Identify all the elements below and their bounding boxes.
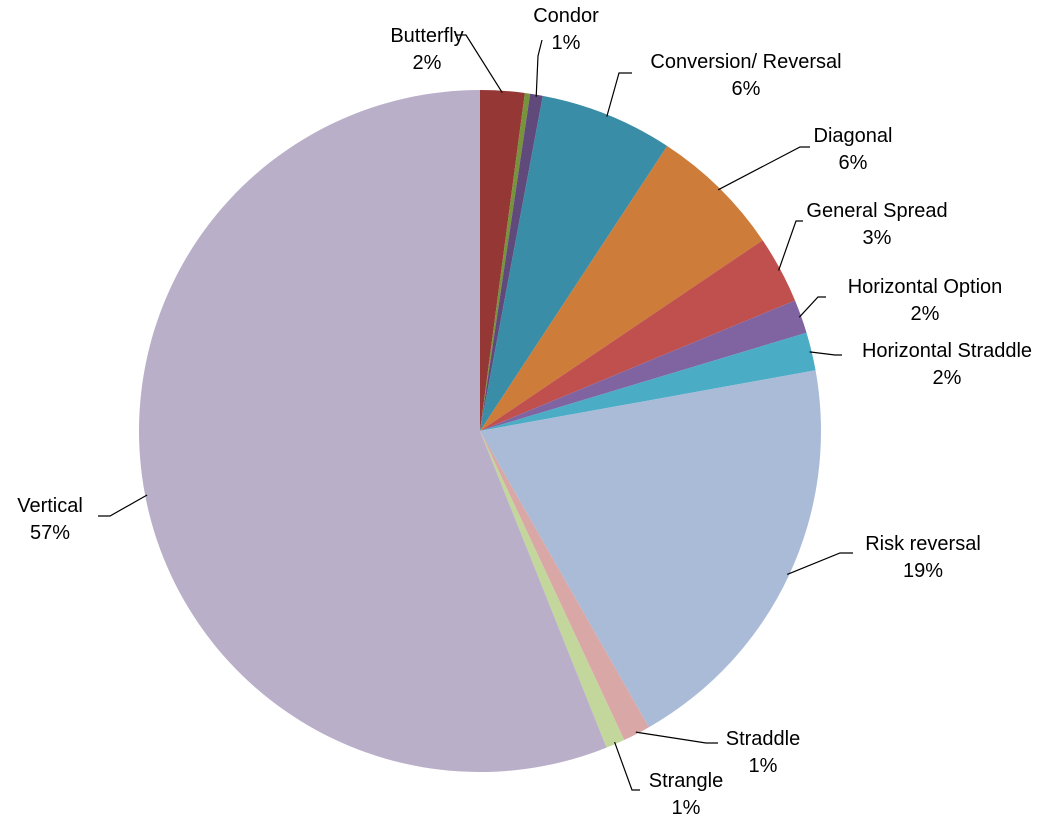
slice-label-conversion-reversal: Conversion/ Reversal (650, 51, 841, 73)
slice-label-strangle: Strangle (649, 770, 724, 792)
pie-slice-strangle (480, 431, 625, 748)
slice-label-butterfly: Butterfly (390, 25, 463, 47)
slice-label-general-spread: General Spread (806, 200, 947, 222)
leader-line-horizontal-option (798, 296, 826, 318)
pie-slice-risk-reversal (480, 370, 822, 728)
leader-line-conversion-reversal (606, 72, 632, 117)
pie-slice-horizontal-option (480, 300, 807, 431)
slice-label-straddle: Straddle (726, 728, 801, 750)
pie-slice-diagonal (480, 145, 763, 432)
leader-line-straddle (635, 731, 718, 744)
pie-slice-straddle (480, 431, 649, 740)
slice-percent-general-spread: 3% (863, 227, 892, 249)
pie-slice-conversion-reversal (480, 95, 668, 431)
slice-label-horizontal-option: Horizontal Option (848, 276, 1003, 298)
slice-percent-butterfly: 2% (413, 52, 442, 74)
slice-percent-vertical: 57% (30, 522, 70, 544)
slice-label-horizontal-straddle: Horizontal Straddle (862, 340, 1032, 362)
slice-percent-horizontal-straddle: 2% (933, 367, 962, 389)
leader-line-horizontal-straddle (809, 351, 842, 356)
slice-percent-conversion-reversal: 6% (732, 78, 761, 100)
pie-slice-unlabeled-1 (480, 92, 531, 432)
leader-line-butterfly (455, 34, 503, 94)
slice-label-vertical: Vertical (17, 495, 83, 517)
pie-slice-vertical (139, 90, 607, 773)
slice-percent-straddle: 1% (749, 755, 778, 777)
slice-label-condor: Condor (533, 5, 599, 27)
slice-percent-condor: 1% (552, 32, 581, 54)
slice-label-diagonal: Diagonal (814, 125, 893, 147)
slice-label-risk-reversal: Risk reversal (865, 533, 981, 555)
leader-line-strangle (614, 741, 640, 791)
slice-percent-strangle: 1% (672, 797, 701, 819)
pie-slice-condor (480, 93, 543, 432)
pie-slice-horizontal-straddle (480, 332, 816, 431)
leader-line-vertical (98, 494, 148, 517)
slice-percent-horizontal-option: 2% (911, 303, 940, 325)
leader-line-condor (535, 39, 543, 97)
slice-labels: Butterfly 2% Condor 1% Conversion/ Reversal 6… (17, 5, 1032, 819)
slice-percent-risk-reversal: 19% (903, 560, 943, 582)
slice-percent-diagonal: 6% (839, 152, 868, 174)
leader-line-risk-reversal (786, 552, 853, 575)
leader-line-diagonal (717, 146, 810, 191)
pie-slice-butterfly (480, 90, 525, 431)
pie-slices (139, 90, 822, 773)
leader-line-general-spread (778, 220, 803, 271)
pie-slice-general-spread (480, 240, 796, 431)
leader-lines (98, 34, 853, 791)
